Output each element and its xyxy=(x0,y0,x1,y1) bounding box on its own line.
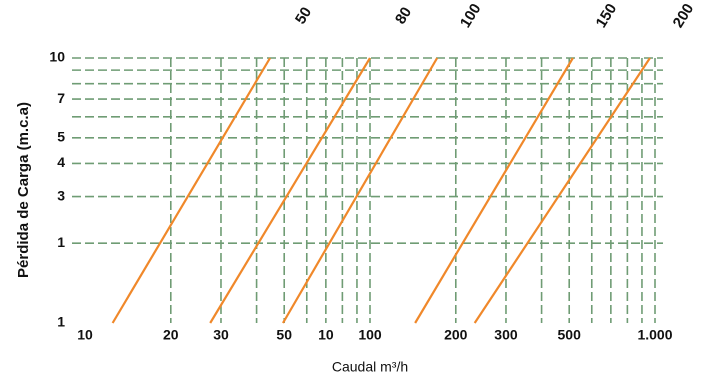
x-tick-label: 1.000 xyxy=(637,327,672,343)
x-tick-label: 10 xyxy=(77,327,93,343)
y-tick-label: 7 xyxy=(57,90,65,106)
series-label: 100 xyxy=(457,1,485,31)
y-tick-label: 1 xyxy=(57,234,65,250)
pipe-line xyxy=(414,57,574,324)
x-tick-label: 50 xyxy=(276,327,292,343)
y-tick-label: 3 xyxy=(57,187,65,203)
x-axis-title: Caudal m³/h xyxy=(332,359,408,375)
series-label: 80 xyxy=(392,4,415,27)
y-tick-label: 4 xyxy=(57,154,65,170)
pipe-line xyxy=(209,57,371,324)
y-axis-title: Pérdida de Carga (m.c.a) xyxy=(15,102,32,278)
pipe-line xyxy=(282,57,439,324)
x-tick-label: 300 xyxy=(494,327,518,343)
y-tick-label: 5 xyxy=(57,128,65,144)
pipe-line xyxy=(473,57,651,324)
x-tick-label: 30 xyxy=(213,327,229,343)
y-tick-label: 1 xyxy=(57,314,65,330)
x-tick-label: 20 xyxy=(163,327,179,343)
x-tick-label: 200 xyxy=(444,327,468,343)
series-label: 50 xyxy=(292,4,315,27)
pipe-line xyxy=(111,57,272,324)
x-tick-label: 500 xyxy=(558,327,582,343)
x-tick-label: 10 xyxy=(318,327,334,343)
series-label: 200 xyxy=(670,1,698,31)
series-label: 150 xyxy=(593,1,621,31)
x-tick-label: 100 xyxy=(358,327,382,343)
y-tick-label: 10 xyxy=(49,49,65,65)
